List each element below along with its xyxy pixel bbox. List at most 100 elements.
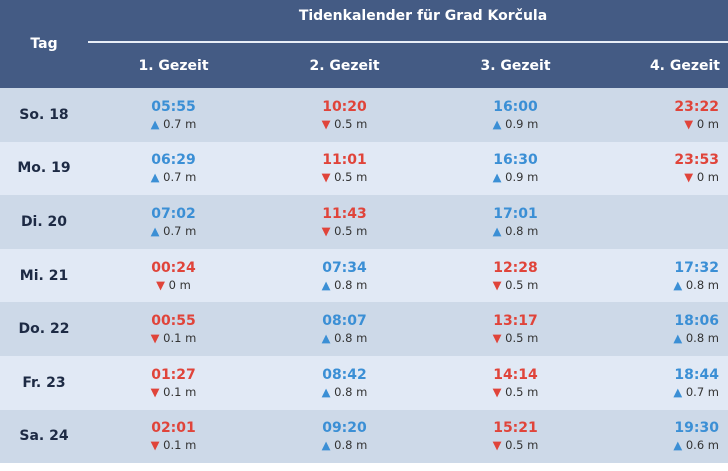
tide-cell: 08:07 ▲ 0.8 m [259, 312, 430, 346]
tide-height-value: 0.1 m [163, 384, 197, 399]
triangle-up-icon: ▲ [321, 277, 331, 292]
tide-time: 02:01 [151, 420, 196, 437]
triangle-down-icon: ▼ [321, 223, 331, 238]
tide-height: ▲ 0.7 m [88, 223, 259, 239]
tide-cell: 14:14 ▼ 0.5 m [430, 366, 601, 400]
triangle-up-icon: ▲ [150, 116, 160, 131]
tide-height: ▲ 0.9 m [430, 169, 601, 185]
tide-height: ▼ 0.5 m [430, 330, 601, 346]
tide-height-value: 0.7 m [163, 116, 197, 131]
table-row: Di. 20 07:02 ▲ 0.7 m 11:43 ▼ 0.5 m 17:01 ▲ … [0, 195, 728, 249]
tide-height-value: 0.8 m [685, 277, 719, 292]
tide-time: 23:22 [674, 98, 719, 115]
day-label: Do. 22 [18, 321, 70, 338]
tide-cell: 07:34 ▲ 0.8 m [259, 259, 430, 293]
tide-height-value: 0.5 m [505, 438, 539, 453]
tide-height-value: 0.1 m [163, 331, 197, 346]
tide-cell: 23:22 ▼ 0 m [601, 98, 728, 132]
table-row: So. 18 05:55 ▲ 0.7 m 10:20 ▼ 0.5 m 16:00 ▲ … [0, 88, 728, 142]
column-header-2: 2. Gezeit [309, 58, 380, 74]
table-title: Tidenkalender für Grad Korčula [298, 8, 548, 24]
day-label: So. 18 [19, 106, 69, 123]
day-label: Mi. 21 [19, 267, 69, 284]
triangle-up-icon: ▲ [492, 223, 502, 238]
tide-time: 06:29 [151, 152, 196, 169]
tide-time: 15:21 [493, 420, 538, 437]
triangle-down-icon: ▼ [492, 384, 502, 399]
tide-height: ▼ 0 m [601, 116, 719, 132]
tide-height: ▲ 0.8 m [259, 330, 430, 346]
tide-height-value: 0.7 m [685, 384, 719, 399]
triangle-down-icon: ▼ [150, 384, 160, 399]
tide-height-value: 0.8 m [505, 223, 539, 238]
tide-height-value: 0.7 m [163, 170, 197, 185]
triangle-down-icon: ▼ [684, 116, 694, 131]
tide-time: 10:20 [322, 98, 367, 115]
triangle-down-icon: ▼ [321, 116, 331, 131]
tide-cell: 19:30 ▲ 0.6 m [601, 419, 728, 453]
tide-time: 17:01 [493, 205, 538, 222]
tide-height: ▼ 0 m [88, 277, 259, 293]
triangle-up-icon: ▲ [321, 438, 331, 453]
tide-time: 00:24 [151, 259, 196, 276]
tide-time: 19:30 [674, 420, 719, 437]
tide-height: ▲ 0.8 m [259, 277, 430, 293]
triangle-up-icon: ▲ [321, 384, 331, 399]
triangle-up-icon: ▲ [150, 170, 160, 185]
tide-time: 18:44 [674, 366, 719, 383]
tide-cell: 10:20 ▼ 0.5 m [259, 98, 430, 132]
tide-time: 11:01 [322, 152, 367, 169]
triangle-up-icon: ▲ [673, 384, 683, 399]
table-header: Tag Tidenkalender für Grad Korčula 1. Ge… [0, 0, 728, 88]
header-divider [88, 41, 728, 43]
tide-cell: 11:43 ▼ 0.5 m [259, 205, 430, 239]
tide-cell: 13:17 ▼ 0.5 m [430, 312, 601, 346]
tide-height-value: 0.9 m [505, 170, 539, 185]
tide-cell: 12:28 ▼ 0.5 m [430, 259, 601, 293]
tide-time: 16:00 [493, 98, 538, 115]
tide-height: ▲ 0.7 m [88, 169, 259, 185]
triangle-down-icon: ▼ [156, 277, 165, 292]
tide-height-value: 0.7 m [163, 223, 197, 238]
tide-height-value: 0.5 m [505, 331, 539, 346]
tide-cell: 18:44 ▲ 0.7 m [601, 366, 728, 400]
triangle-down-icon: ▼ [492, 277, 502, 292]
tide-height: ▲ 0.8 m [259, 437, 430, 453]
tide-cell: 18:06 ▲ 0.8 m [601, 312, 728, 346]
tide-cell: 16:00 ▲ 0.9 m [430, 98, 601, 132]
tide-height: ▲ 0.8 m [601, 330, 719, 346]
tide-time: 09:20 [322, 420, 367, 437]
tide-time: 13:17 [493, 313, 538, 330]
tide-height: ▼ 0 m [601, 169, 719, 185]
tide-height: ▼ 0.5 m [430, 384, 601, 400]
triangle-up-icon: ▲ [492, 170, 502, 185]
tide-height-value: 0.8 m [334, 438, 368, 453]
tide-height-value: 0 m [168, 277, 191, 292]
tide-height-value: 0.5 m [334, 170, 368, 185]
tide-time: 12:28 [493, 259, 538, 276]
triangle-down-icon: ▼ [492, 331, 502, 346]
tide-time: 08:07 [322, 313, 367, 330]
triangle-up-icon: ▲ [321, 331, 331, 346]
tide-cell: 05:55 ▲ 0.7 m [88, 98, 259, 132]
table-row: Mo. 19 06:29 ▲ 0.7 m 11:01 ▼ 0.5 m 16:30 ▲ … [0, 141, 728, 196]
tide-height-value: 0 m [696, 170, 719, 185]
tide-time: 11:43 [322, 205, 367, 222]
tide-height-value: 0.8 m [334, 331, 368, 346]
tide-height-value: 0.5 m [334, 223, 368, 238]
table-row: Mi. 21 00:24 ▼ 0 m 07:34 ▲ 0.8 m 12:28 ▼ 0.… [0, 248, 728, 303]
tide-cell: 01:27 ▼ 0.1 m [88, 366, 259, 400]
tide-cell: 17:32 ▲ 0.8 m [601, 259, 728, 293]
tide-height: ▼ 0.5 m [259, 116, 430, 132]
tide-cell: 02:01 ▼ 0.1 m [88, 419, 259, 453]
tide-height-value: 0.5 m [334, 116, 368, 131]
day-label: Sa. 24 [19, 428, 69, 445]
tide-time: 17:32 [674, 259, 719, 276]
tide-height: ▲ 0.8 m [601, 277, 719, 293]
tide-time: 16:30 [493, 152, 538, 169]
tide-cell: 09:20 ▲ 0.8 m [259, 419, 430, 453]
tide-height: ▼ 0.5 m [430, 277, 601, 293]
tide-time: 18:06 [674, 313, 719, 330]
tide-height-value: 0.9 m [505, 116, 539, 131]
day-label: Di. 20 [20, 213, 68, 230]
